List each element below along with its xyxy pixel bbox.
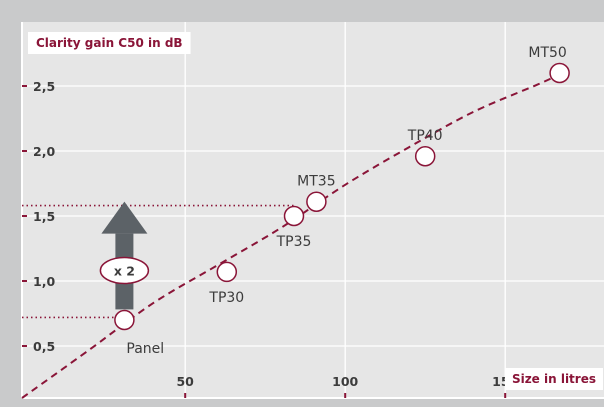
y-tick-label: 1,5: [33, 209, 55, 224]
data-point: [216, 261, 238, 283]
arrow-label-badge: [99, 256, 150, 285]
y-tick-label: 0,5: [33, 339, 55, 354]
y-axis-ticks: 0,5 1,0 1,5 2,0 2,5: [22, 79, 55, 354]
data-point: [283, 205, 305, 227]
point-label: TP30: [208, 290, 244, 306]
point-label: Panel: [126, 341, 164, 357]
x-tick-label: 100: [332, 374, 358, 389]
data-point: [414, 145, 436, 167]
x-axis-label-box: [504, 368, 603, 390]
x-axis-label: Size in litres: [512, 372, 596, 386]
point-label: MT35: [297, 174, 335, 190]
y-axis-label: Clarity gain C50 in dB: [36, 36, 183, 50]
arrow-head: [101, 201, 148, 234]
y-tick-label: 2,0: [33, 144, 55, 159]
y-tick-label: 2,5: [33, 79, 55, 94]
point-label: TP35: [276, 234, 312, 250]
point-label: TP40: [407, 128, 443, 144]
data-point: [549, 62, 570, 84]
data-points: Panel TP30 TP35 MT35 TP40 MT50: [114, 45, 570, 357]
y-axis-label-box: [28, 32, 191, 54]
guide-lines: [22, 204, 294, 319]
arrow-label: x 2: [114, 264, 135, 279]
y-tick-label: 1,0: [33, 274, 55, 289]
data-point: [114, 309, 135, 331]
trend-curve: [21, 72, 564, 399]
x-tick-label: 50: [176, 374, 194, 389]
double-arrow: x 2: [99, 201, 150, 310]
point-label: MT50: [528, 45, 566, 61]
data-point: [306, 191, 327, 212]
